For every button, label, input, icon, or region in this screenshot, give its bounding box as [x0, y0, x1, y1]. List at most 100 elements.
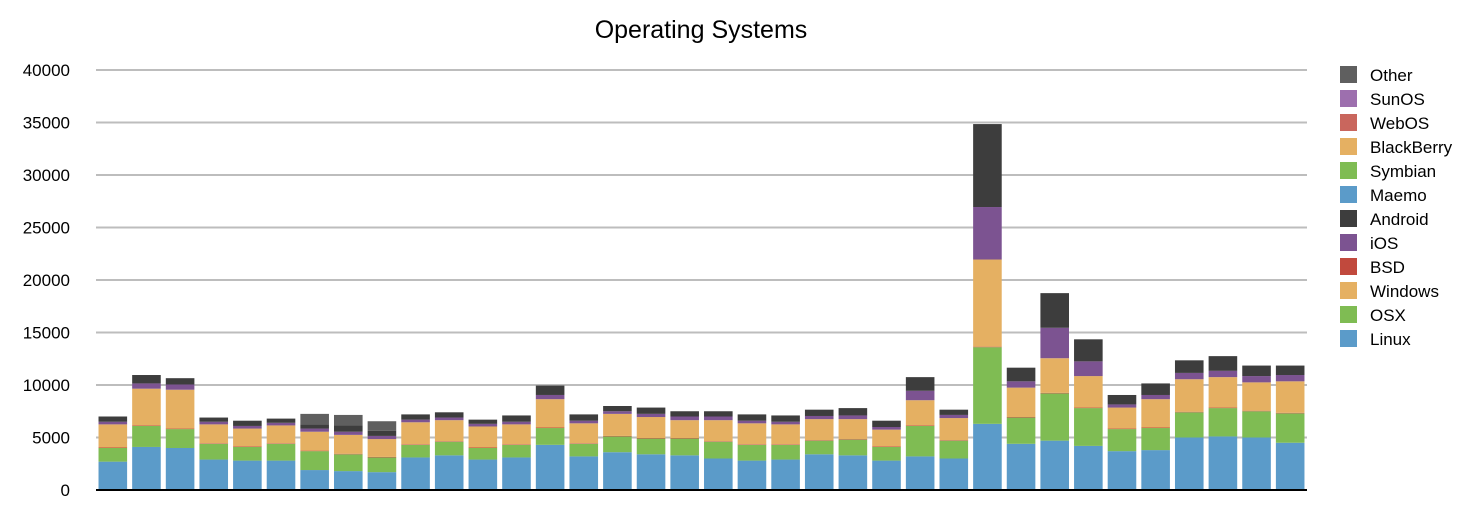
bar-segment-windows [737, 423, 767, 445]
bar-segment-android [1242, 365, 1271, 377]
legend-label-android: Android [1370, 210, 1429, 229]
bar-segment-bsd [334, 453, 363, 455]
bar-segment-linux [367, 472, 397, 490]
bar-segment-linux [1006, 443, 1036, 490]
bar-segment-linux [569, 456, 599, 490]
bar-segment-android [1040, 293, 1069, 328]
y-tick-label: 35000 [23, 114, 70, 133]
y-tick-label: 5000 [32, 429, 70, 448]
bar-segment-windows [266, 425, 296, 444]
bar-segment-ios [367, 435, 397, 440]
bar-segment-bsd [771, 444, 800, 445]
bar-segment-windows [1275, 381, 1305, 413]
bar-segment-ios [165, 384, 195, 390]
bar-segment-bsd [199, 443, 229, 444]
bar-segment-osx [401, 444, 430, 458]
bar-segment-android [233, 420, 262, 426]
bar-segment-bsd [1006, 417, 1036, 418]
bar-segment-android [636, 407, 666, 414]
legend-label-maemo: Maemo [1370, 186, 1427, 205]
bar-segment-bsd [737, 444, 767, 445]
bar-segment-windows [973, 259, 1002, 347]
bar-segment-android [1074, 339, 1103, 362]
bar-segment-linux [1040, 440, 1069, 490]
bar-segment-osx [670, 438, 699, 456]
gridlines [96, 69, 1307, 439]
bar-segment-ios [1074, 361, 1103, 377]
bar-segment-windows [939, 418, 969, 441]
bar-segment-windows [165, 389, 195, 429]
bar-segment-ios [233, 425, 262, 429]
bar-segment-android [98, 416, 128, 422]
legend-label-webos: WebOS [1370, 114, 1429, 133]
bar-segment-android [165, 378, 195, 385]
bar-segment-bsd [98, 447, 128, 448]
bar-segment-windows [1141, 399, 1170, 428]
y-tick-label: 15000 [23, 324, 70, 343]
bar-segment-linux [939, 458, 969, 490]
bar-segment-ios [1040, 327, 1069, 359]
legend-label-sunos: SunOS [1370, 90, 1425, 109]
bar-segment-ios [1174, 372, 1204, 380]
bar-segment-ios [905, 390, 935, 401]
bar-segment-osx [300, 451, 329, 471]
bar-segment-windows [1107, 407, 1137, 429]
bar-segment-linux [973, 423, 1002, 490]
bar-segment-windows [1174, 379, 1204, 412]
bar-segment-osx [535, 428, 565, 445]
bar-segment-osx [973, 347, 1002, 424]
bar-segment-ios [973, 207, 1002, 260]
bar-segment-android [1107, 394, 1137, 405]
bar-segment-ios [670, 416, 699, 421]
bar-segment-linux [872, 460, 901, 490]
bar-segment-android [367, 430, 397, 436]
bar-segment-linux [98, 461, 128, 490]
bar-segment-osx [1006, 417, 1036, 444]
legend-label-other: Other [1370, 66, 1413, 85]
bar-segment-android [804, 409, 834, 416]
bar-segment-android [434, 412, 464, 418]
legend-swatch-symbian [1340, 162, 1357, 179]
legend-swatch-sunos [1340, 90, 1357, 107]
bar-segment-linux [300, 470, 329, 490]
bar-segment-windows [334, 434, 363, 454]
bar-segment-ios [468, 423, 498, 427]
bar-segment-bsd [939, 440, 969, 441]
bar-segment-bsd [569, 443, 599, 444]
bar-segment-windows [199, 424, 229, 444]
bar-segment-osx [569, 443, 599, 457]
bar-stacks [98, 124, 1305, 490]
bar-segment-ios [704, 416, 733, 421]
bar-segment-windows [1006, 387, 1036, 418]
legend: Other SunOS WebOS BlackBerry Symbian Maemo And… [1340, 66, 1453, 349]
bar-segment-osx [804, 440, 834, 455]
bar-segment-osx [939, 440, 969, 459]
bar-segment-ios [737, 420, 767, 424]
bar-segment-ios [132, 383, 161, 389]
y-tick-label: 30000 [23, 166, 70, 185]
bar-segment-ios [1107, 404, 1137, 408]
bar-segment-osx [1208, 408, 1238, 437]
bar-segment-bsd [1174, 411, 1204, 413]
bar-segment-windows [804, 419, 834, 441]
bar-segment-linux [1141, 450, 1170, 490]
bar-segment-android [1006, 367, 1036, 382]
legend-swatch-linux [1340, 330, 1357, 347]
bar-segment-android [334, 425, 363, 432]
bar-segment-linux [434, 455, 464, 490]
legend-label-bsd: BSD [1370, 258, 1405, 277]
y-tick-label: 20000 [23, 271, 70, 290]
bar-segment-linux [1275, 442, 1305, 490]
bar-segment-osx [872, 446, 901, 461]
bar-segment-ios [502, 421, 531, 425]
bar-segment-windows [132, 388, 161, 426]
y-tick-label: 0 [61, 481, 70, 500]
y-axis-tick-labels: 0 5000 10000 15000 20000 25000 30000 35000 40000 [23, 61, 70, 500]
bar-segment-android [569, 414, 599, 421]
bar-segment-windows [670, 420, 699, 439]
bar-segment-bsd [468, 447, 498, 448]
bar-segment-windows [905, 400, 935, 426]
bar-segment-osx [468, 448, 498, 460]
bar-segment-bsd [1208, 407, 1238, 409]
